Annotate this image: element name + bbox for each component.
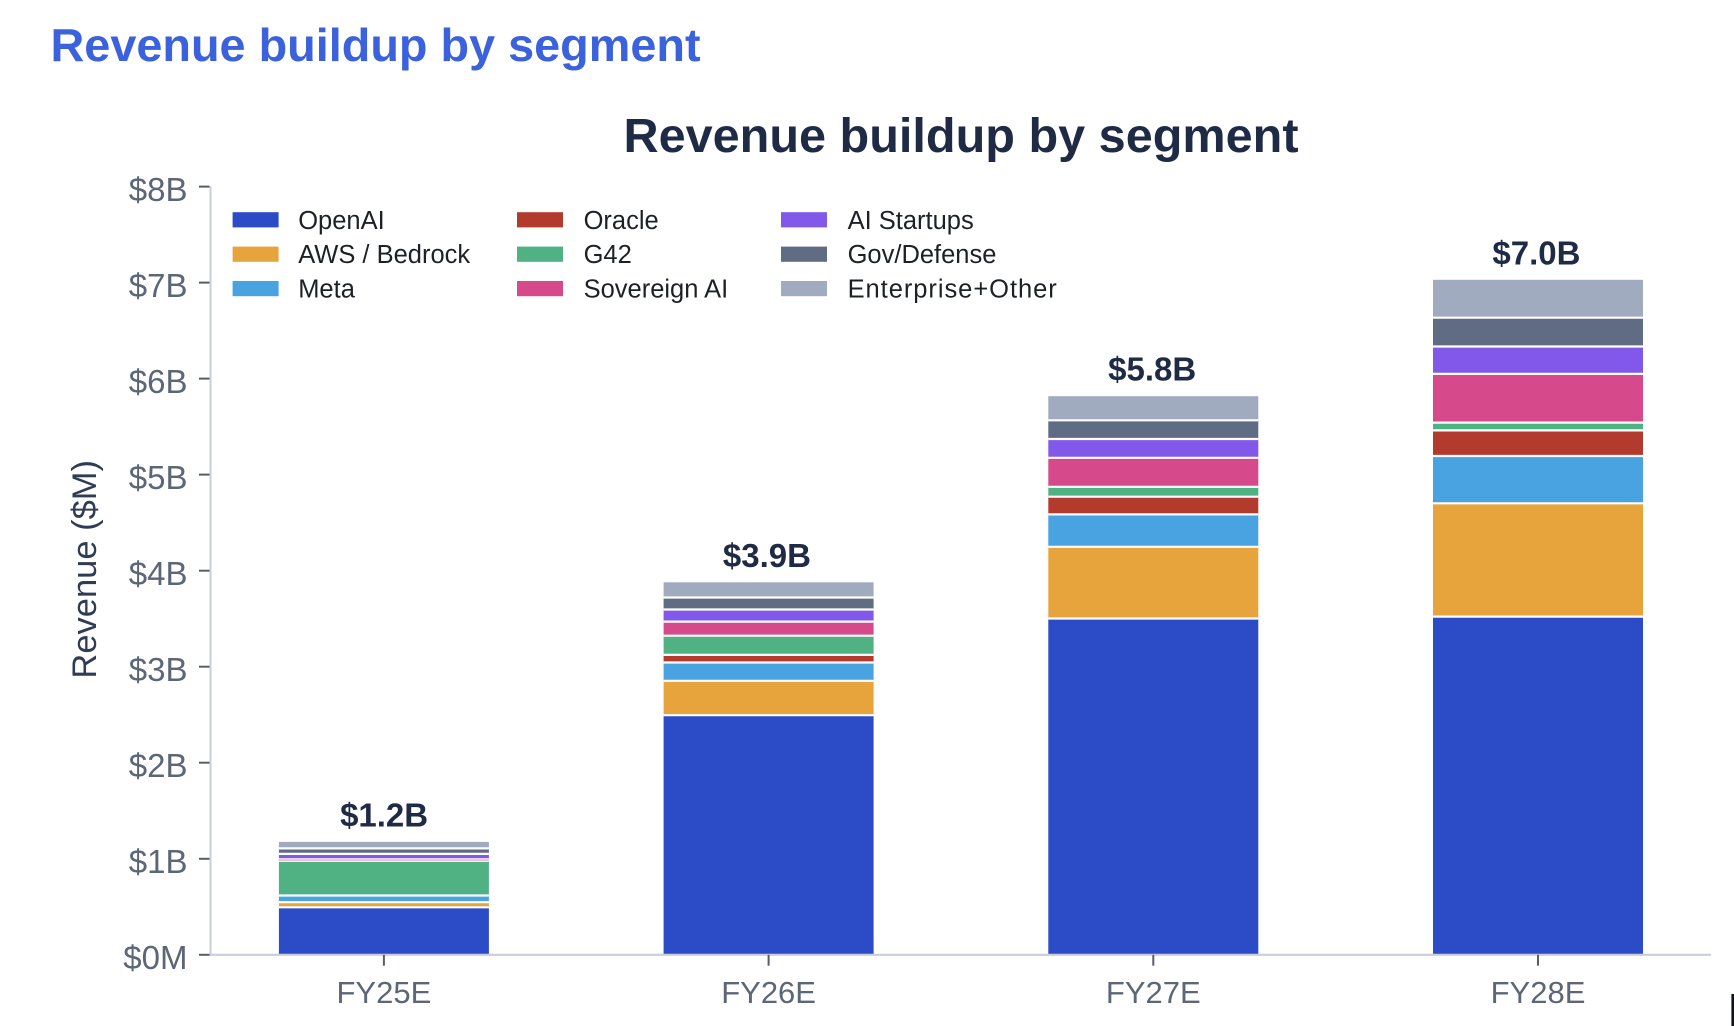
svg-text:$5B: $5B [129, 459, 188, 496]
svg-text:Revenue ($M): Revenue ($M) [66, 460, 104, 679]
svg-text:$3.9B: $3.9B [723, 537, 811, 574]
svg-text:$1.2B: $1.2B [340, 796, 428, 833]
svg-text:FY28E: FY28E [1491, 975, 1586, 1010]
svg-text:Revenue buildup by segment: Revenue buildup by segment [51, 19, 701, 71]
svg-text:AWS / Bedrock: AWS / Bedrock [298, 241, 470, 269]
svg-text:$5.8B: $5.8B [1108, 351, 1196, 388]
svg-text:Oracle: Oracle [584, 207, 659, 235]
svg-text:FY27E: FY27E [1106, 975, 1201, 1010]
svg-text:Meta: Meta [298, 276, 356, 304]
svg-text:Gov/Defense: Gov/Defense [848, 241, 997, 269]
svg-text:AI Startups: AI Startups [848, 207, 974, 235]
svg-text:$1B: $1B [129, 843, 188, 880]
svg-text:$3B: $3B [129, 651, 188, 688]
svg-text:G42: G42 [584, 241, 632, 269]
svg-text:FY26E: FY26E [721, 975, 816, 1010]
svg-text:OpenAI: OpenAI [298, 207, 384, 235]
svg-text:$8B: $8B [129, 171, 188, 208]
svg-text:FY25E: FY25E [337, 975, 432, 1010]
svg-text:$0M: $0M [123, 939, 187, 976]
svg-text:$4B: $4B [129, 555, 188, 592]
svg-text:$7B: $7B [129, 267, 188, 304]
svg-text:Sovereign AI: Sovereign AI [584, 276, 729, 304]
svg-text:Enterprise+Other: Enterprise+Other [848, 276, 1058, 304]
svg-text:$7.0B: $7.0B [1492, 234, 1580, 271]
svg-text:$6B: $6B [129, 363, 188, 400]
svg-text:Revenue buildup by segment: Revenue buildup by segment [623, 109, 1298, 163]
svg-text:$2B: $2B [129, 747, 188, 784]
